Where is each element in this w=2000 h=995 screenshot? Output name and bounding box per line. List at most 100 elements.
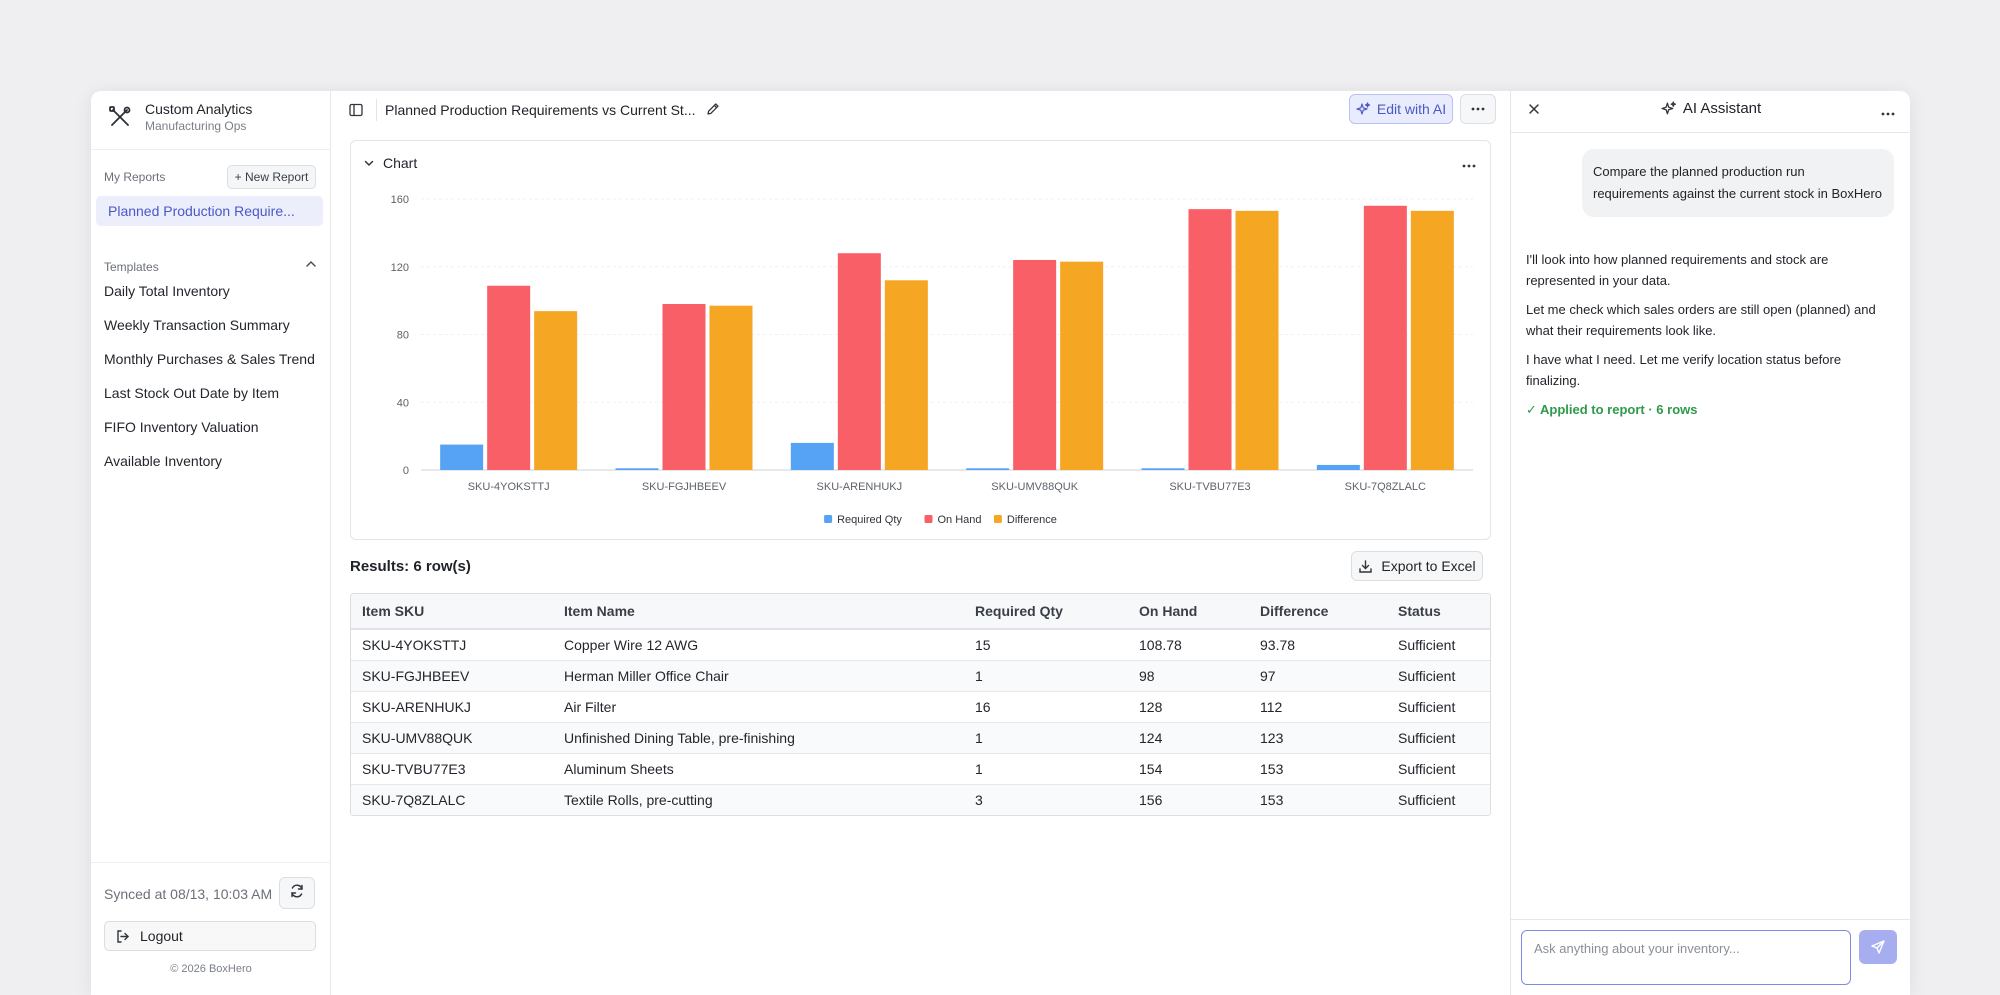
ai-title-label: AI Assistant: [1682, 100, 1762, 117]
table-cell: 1: [964, 722, 1128, 754]
templates-label: Templates: [104, 259, 159, 274]
bar: [1316, 464, 1360, 470]
chart-header[interactable]: Chart: [363, 155, 417, 171]
template-item[interactable]: Monthly Purchases & Sales Trend: [104, 351, 315, 367]
template-item[interactable]: Last Stock Out Date by Item: [104, 385, 280, 401]
export-label: Export to Excel: [1381, 558, 1476, 574]
table-cell: 16: [964, 691, 1128, 723]
bar: [837, 253, 881, 470]
sidebar-item-active-report[interactable]: Planned Production Require...: [96, 196, 323, 226]
sync-button[interactable]: [279, 877, 315, 909]
toolbar: Planned Production Requirements vs Curre…: [331, 91, 1510, 129]
template-item[interactable]: FIFO Inventory Valuation: [104, 419, 259, 435]
divider: [1511, 919, 1910, 920]
chevron-up-icon[interactable]: [304, 257, 318, 276]
pencil-icon[interactable]: [705, 101, 721, 122]
column-header[interactable]: Difference: [1249, 594, 1387, 630]
table-cell: Unfinished Dining Table, pre-finishing: [553, 722, 964, 754]
chart-section-label: Chart: [383, 155, 418, 171]
table-cell: Aluminum Sheets: [553, 753, 964, 785]
bar: [662, 304, 706, 470]
bar: [1410, 210, 1454, 470]
template-item[interactable]: Available Inventory: [104, 453, 223, 469]
template-item[interactable]: Daily Total Inventory: [104, 283, 230, 299]
x-tick-label: SKU-TVBU77E3: [1169, 481, 1250, 493]
table-cell: 153: [1249, 784, 1387, 815]
sync-status: Synced at 08/13, 10:03 AM: [104, 886, 273, 902]
table-cell: 15: [964, 629, 1128, 661]
more-options-button[interactable]: [1460, 94, 1496, 124]
table-cell: 156: [1128, 784, 1249, 815]
table-cell: Air Filter: [553, 691, 964, 723]
bar: [1141, 468, 1185, 470]
logout-button[interactable]: Logout: [104, 921, 316, 951]
column-header[interactable]: On Hand: [1128, 594, 1249, 630]
x-tick-label: SKU-UMV88QUK: [991, 481, 1078, 493]
bar: [1188, 209, 1232, 470]
applied-status: ✓ Applied to report · 6 rows: [1526, 402, 1698, 417]
table-cell: 128: [1128, 691, 1249, 723]
ai-panel-title: AI Assistant: [1511, 100, 1910, 117]
table-cell: Herman Miller Office Chair: [553, 660, 964, 692]
chevron-down-icon[interactable]: [363, 157, 383, 169]
table-cell: Textile Rolls, pre-cutting: [553, 784, 964, 815]
table-cell: 97: [1249, 660, 1387, 692]
bar: [884, 280, 928, 470]
logout-icon: [115, 929, 130, 944]
y-tick-label: 80: [397, 330, 409, 342]
my-reports-label: My Reports: [104, 170, 166, 184]
table-cell: 153: [1249, 753, 1387, 785]
bar: [709, 305, 753, 470]
table-cell: SKU-TVBU77E3: [351, 753, 553, 785]
ai-chat-input[interactable]: Ask anything about your inventory...: [1521, 930, 1851, 985]
table-cell: SKU-UMV88QUK: [351, 722, 553, 754]
legend-swatch: [993, 515, 1002, 523]
brand: Custom Analytics Manufacturing Ops: [105, 101, 252, 133]
legend-label: On Hand: [938, 514, 982, 526]
y-tick-label: 160: [391, 194, 409, 206]
ai-message: I have what I need. Let me verify locati…: [1526, 352, 1842, 388]
table-cell: 123: [1249, 722, 1387, 754]
bar: [1363, 205, 1407, 470]
column-header[interactable]: Required Qty: [964, 594, 1128, 630]
table-cell: 93.78: [1249, 629, 1387, 661]
x-tick-label: SKU-7Q8ZLALC: [1345, 481, 1426, 493]
bar: [615, 468, 659, 470]
send-button[interactable]: [1859, 930, 1897, 964]
table-cell: 98: [1128, 660, 1249, 692]
refresh-icon: [289, 883, 305, 904]
bar: [1235, 210, 1279, 470]
more-horizontal-icon[interactable]: [1462, 155, 1476, 173]
report-title: Planned Production Requirements vs Curre…: [385, 102, 696, 118]
table-cell: Copper Wire 12 AWG: [553, 629, 964, 661]
column-header[interactable]: Item Name: [553, 594, 964, 630]
column-header[interactable]: Item SKU: [351, 594, 553, 630]
table-cell: SKU-4YOKSTTJ: [351, 629, 553, 661]
bar: [487, 285, 531, 470]
results-table: Item SKU Item Name Required Qty On Hand …: [350, 593, 1491, 816]
x-tick-label: SKU-ARENHUKJ: [817, 481, 903, 493]
edit-with-ai-button[interactable]: Edit with AI: [1349, 94, 1453, 124]
export-excel-button[interactable]: Export to Excel: [1351, 551, 1483, 581]
brand-title: Custom Analytics: [145, 101, 253, 117]
template-item[interactable]: Weekly Transaction Summary: [104, 317, 290, 333]
column-header[interactable]: Status: [1387, 594, 1490, 630]
new-report-button[interactable]: + New Report: [227, 165, 316, 189]
templates-header[interactable]: Templates: [104, 257, 318, 276]
table-row: SKU-7Q8ZLALC Textile Rolls, pre-cutting …: [351, 784, 1490, 815]
divider: [91, 149, 331, 150]
divider: [376, 99, 377, 121]
table-row: SKU-4YOKSTTJ Copper Wire 12 AWG 15 108.7…: [351, 629, 1490, 661]
x-tick-label: SKU-4YOKSTTJ: [468, 481, 550, 493]
copyright: © 2026 BoxHero: [170, 963, 252, 975]
more-horizontal-icon[interactable]: [1881, 103, 1895, 121]
chart-card: 0 40 80 120 160 SKU-4YOKSTTJ SKU-FGJHBEEV SKU-A…: [350, 140, 1491, 540]
bar: [790, 442, 834, 470]
sidebar-toggle-icon[interactable]: [348, 102, 364, 123]
legend-swatch: [824, 515, 833, 523]
logout-label: Logout: [140, 928, 183, 944]
more-horizontal-icon: [1471, 107, 1485, 111]
legend-label: Required Qty: [837, 514, 902, 526]
table-cell: Sufficient: [1387, 722, 1490, 754]
close-icon[interactable]: [1527, 102, 1541, 121]
